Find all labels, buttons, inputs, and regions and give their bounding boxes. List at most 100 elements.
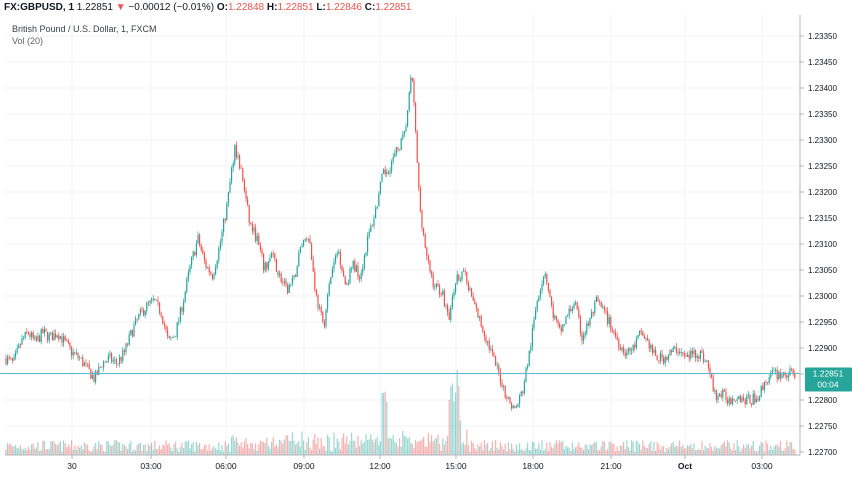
volume-bar (138, 443, 140, 455)
candle-body (706, 360, 708, 362)
candle-body (354, 260, 356, 272)
candle-body (376, 206, 378, 209)
candle-body (179, 307, 181, 321)
price-tick-label: 1.22750 (808, 422, 837, 431)
candle-body (707, 360, 709, 368)
candle-body (154, 298, 156, 301)
candle-body (368, 231, 370, 236)
volume-bar (91, 450, 93, 455)
candle-body (498, 365, 500, 373)
volume-bar (37, 442, 39, 455)
candle-body (671, 350, 673, 352)
volume-bar (392, 434, 394, 455)
candle-body (730, 397, 732, 404)
volume-bar (90, 451, 92, 455)
volume-bar (584, 444, 586, 455)
candle-body (616, 336, 618, 340)
volume-bar (221, 445, 223, 455)
candle-body (744, 399, 746, 405)
candle-body (674, 347, 676, 348)
candle-body (237, 155, 239, 158)
volume-bar (323, 445, 325, 455)
volume-bar (405, 436, 407, 455)
candle-body (448, 312, 450, 320)
candle-body (773, 370, 775, 372)
candle-body (735, 400, 737, 402)
candle-body (597, 296, 599, 302)
volume-bar (72, 449, 74, 455)
candle-body (704, 361, 706, 363)
volume-bar (123, 445, 125, 455)
volume-bar (536, 448, 538, 455)
candle-body (159, 302, 161, 314)
volume-bar (77, 445, 79, 455)
candle-body (272, 253, 274, 254)
candle-body (789, 368, 791, 376)
candle-body (610, 317, 612, 331)
volume-bar (288, 440, 290, 455)
volume-bar (603, 441, 605, 455)
candle-body (746, 395, 748, 405)
volume-bar (629, 450, 631, 455)
volume-bar (706, 447, 708, 455)
volume-bar (42, 440, 44, 455)
candle-body (203, 253, 205, 261)
candle-body (703, 352, 705, 362)
time-axis[interactable]: 30 03:00 06:00 09:00 12:00 15:00 18:00 21:00 Oct… (5, 454, 800, 471)
volume-bar (551, 446, 553, 455)
candle-body (619, 347, 621, 351)
volume-bar (151, 442, 153, 455)
volume-bar (715, 448, 717, 455)
volume-bar (427, 433, 429, 455)
volume-bar (317, 437, 319, 455)
volume-bar (155, 448, 157, 455)
volume-bar (207, 450, 209, 455)
volume-bar (672, 441, 674, 455)
low-value: 1.22846 (325, 2, 362, 13)
candle-body (181, 307, 183, 312)
volume-bar (482, 449, 484, 455)
candle-body (195, 243, 197, 256)
candle-body (485, 336, 487, 343)
price-axis[interactable]: 1.23350 1.23450 1.23400 1.23350 1.23300 1.232… (799, 15, 837, 457)
candle-body (691, 350, 693, 355)
volume-bar (608, 442, 610, 455)
volume-bar (21, 448, 23, 455)
volume-bar (346, 435, 348, 455)
volume-bar (29, 449, 31, 455)
volume-bar (515, 444, 517, 455)
volume-bar (101, 444, 103, 455)
candle-body (506, 397, 508, 399)
volume-bar (723, 441, 725, 455)
volume-bar (530, 450, 532, 455)
candle-body (381, 173, 383, 182)
candle-body (226, 203, 228, 220)
candle-body (47, 331, 49, 341)
volume-bar (451, 383, 453, 455)
volume-bar (691, 448, 693, 455)
candle-body (331, 268, 333, 278)
candle-body (389, 171, 391, 174)
candle-body (152, 298, 154, 300)
volume-bar (69, 446, 71, 455)
candle-body (749, 394, 751, 404)
candle-body (549, 290, 551, 298)
volume-bar (664, 451, 666, 455)
candle-body (589, 318, 591, 326)
candle-body (643, 335, 645, 339)
candle-body (421, 210, 423, 228)
candles (5, 74, 796, 411)
volume-bars (5, 370, 796, 455)
candle-body (173, 336, 175, 338)
volume-bar (424, 446, 426, 455)
candle-body (323, 321, 325, 327)
volume-bar (467, 445, 469, 455)
candle-body (271, 253, 273, 258)
volume-bar (493, 450, 495, 455)
candle-body (8, 356, 10, 358)
volume-bar (325, 450, 327, 455)
volume-bar (370, 434, 372, 455)
price-tick-label: 1.23350 (808, 110, 837, 119)
volume-bar (520, 449, 522, 455)
